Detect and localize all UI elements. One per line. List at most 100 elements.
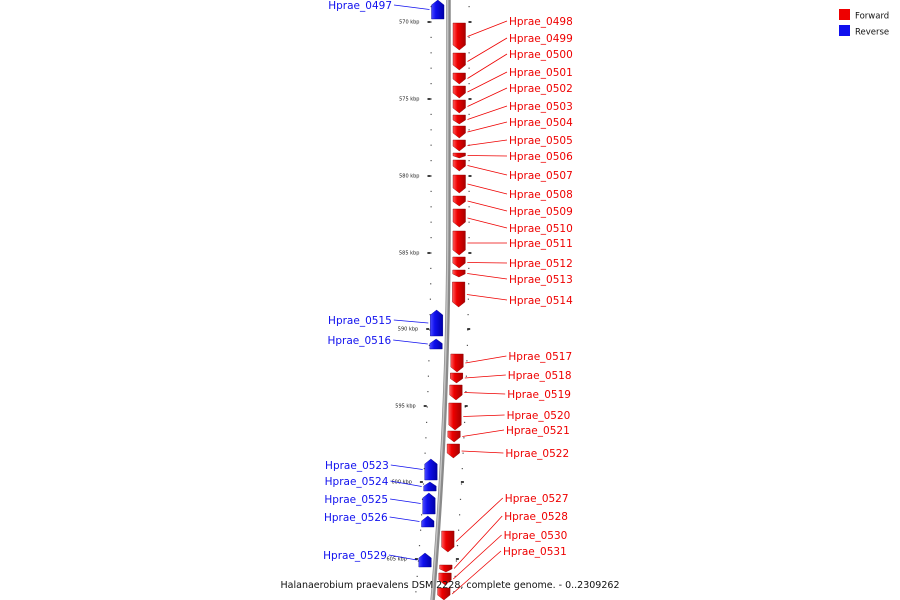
genome-caption: Halanaerobium praevalens DSM 2228, compl… [281,580,620,591]
gene-arrow[interactable] [437,587,451,600]
gene-arrow[interactable] [438,572,452,586]
gene-label-forward[interactable]: Hprae_0500 [509,49,573,61]
tick-label: 595 kbp [395,404,415,410]
gene-arrow[interactable] [452,125,466,139]
gene-label-forward[interactable]: Hprae_0518 [508,370,572,382]
tick-label: 605 kbp [387,557,407,563]
gene-arrow[interactable] [446,443,460,459]
gene-label-reverse[interactable]: Hprae_0525 [324,494,388,506]
gene-label-reverse[interactable]: Hprae_0515 [328,315,392,327]
gene-leader-line [389,516,420,522]
tick-mark [464,405,468,407]
gene-label-forward[interactable]: Hprae_0498 [509,16,573,28]
gene-label-forward[interactable]: Hprae_0501 [509,67,573,79]
gene-leader-line [388,554,417,561]
gene-arrow[interactable] [452,114,466,125]
gene-leader-line [451,550,502,595]
gene-label-reverse[interactable]: Hprae_0497 [328,0,392,12]
gene-arrow[interactable] [431,0,445,20]
gene-arrow[interactable] [452,269,466,278]
gene-label-forward[interactable]: Hprae_0511 [509,238,573,250]
gene-label-reverse[interactable]: Hprae_0523 [325,460,389,472]
gene-label-forward[interactable]: Hprae_0519 [507,389,571,401]
gene-leader-line [453,515,503,569]
gene-label-forward[interactable]: Hprae_0521 [506,425,570,437]
gene-label-forward[interactable]: Hprae_0530 [504,530,568,542]
tick-mark [427,175,431,177]
gene-track [418,0,466,600]
gene-arrow[interactable] [452,159,466,172]
gene-label-forward[interactable]: Hprae_0510 [509,223,573,235]
gene-arrow[interactable] [452,174,466,194]
gene-label-forward[interactable]: Hprae_0528 [504,511,568,523]
gene-leader-line [461,450,504,454]
gene-label-forward[interactable]: Hprae_0499 [509,33,573,45]
tick-mark [468,252,472,254]
gene-arrow[interactable] [452,152,466,159]
gene-arrow[interactable] [452,72,466,85]
gene-arrow[interactable] [449,384,463,401]
gene-label-forward[interactable]: Hprae_0503 [509,101,573,113]
gene-label-forward[interactable]: Hprae_0505 [509,135,573,147]
tick-mark [460,481,464,483]
tick-mark [455,558,459,560]
gene-leader-line [467,217,508,229]
gene-arrow[interactable] [421,515,435,528]
genome-backbone [430,0,451,600]
gene-arrow[interactable] [448,402,462,431]
gene-arrow[interactable] [418,552,432,568]
gene-arrow[interactable] [452,208,466,228]
gene-leader-line [467,20,508,37]
gene-label-forward[interactable]: Hprae_0513 [509,274,573,286]
gene-label-forward[interactable]: Hprae_0520 [507,410,571,422]
gene-leader-line [467,273,508,280]
gene-arrow[interactable] [452,139,466,152]
gene-arrow[interactable] [422,492,436,515]
gene-label-forward[interactable]: Hprae_0502 [509,83,573,95]
gene-arrow[interactable] [439,564,453,573]
tick-mark [468,21,472,23]
gene-label-forward[interactable]: Hprae_0506 [509,151,573,163]
gene-label-forward[interactable]: Hprae_0504 [509,117,573,129]
gene-label-reverse[interactable]: Hprae_0526 [324,512,388,524]
gene-label-reverse[interactable]: Hprae_0524 [325,476,389,488]
gene-label-forward[interactable]: Hprae_0522 [505,448,569,460]
tick-mark [419,481,423,483]
gene-arrow[interactable] [430,309,443,337]
legend-reverse-label: Reverse [855,28,889,38]
gene-arrow[interactable] [452,195,466,207]
gene-label-forward[interactable]: Hprae_0517 [508,351,572,363]
gene-label-forward[interactable]: Hprae_0531 [503,546,567,558]
gene-leader-line [462,429,505,437]
gene-arrow[interactable] [450,353,464,373]
gene-arrow[interactable] [452,256,466,269]
gene-leader-line [467,155,508,157]
tick-mark [423,405,427,407]
gene-leader-line [467,183,508,195]
gene-leader-line [467,139,508,146]
legend-forward-swatch [839,9,850,20]
gene-arrow[interactable] [424,458,438,481]
gene-label-forward[interactable]: Hprae_0512 [509,258,573,270]
gene-arrow[interactable] [452,230,466,256]
gene-arrow[interactable] [447,430,461,443]
gene-label-reverse[interactable]: Hprae_0529 [323,550,387,562]
gene-arrow[interactable] [423,481,437,492]
gene-arrow[interactable] [441,530,455,553]
gene-arrow[interactable] [452,22,466,51]
gene-arrow[interactable] [452,52,466,71]
gene-leader-line [464,392,506,395]
gene-label-reverse[interactable]: Hprae_0516 [327,335,391,347]
gene-arrow[interactable] [452,99,466,114]
gene-arrow[interactable] [452,85,466,99]
gene-label-forward[interactable]: Hprae_0527 [505,493,569,505]
gene-arrow[interactable] [450,372,463,384]
gene-arrow[interactable] [429,338,443,350]
gene-label-forward[interactable]: Hprae_0514 [509,295,573,307]
gene-leader-line [455,497,504,542]
gene-label-forward[interactable]: Hprae_0508 [509,189,573,201]
gene-label-forward[interactable]: Hprae_0509 [509,206,573,218]
gene-label-forward[interactable]: Hprae_0507 [509,170,573,182]
tick-label: 575 kbp [399,97,419,103]
gene-arrow[interactable] [452,281,466,308]
